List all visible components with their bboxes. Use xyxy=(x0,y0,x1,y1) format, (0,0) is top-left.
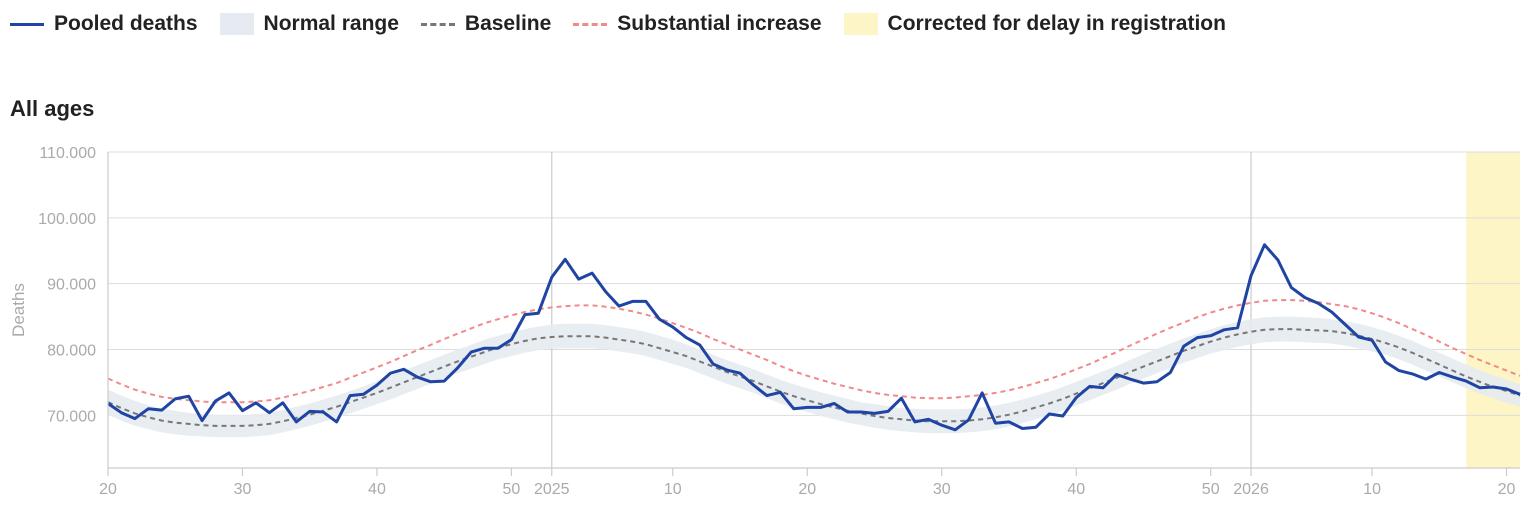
substantial-increase-swatch xyxy=(573,22,608,26)
corrected-delay-swatch xyxy=(843,13,878,35)
corrected-delay-region xyxy=(1466,152,1520,468)
x-tick-label: 2025 xyxy=(534,481,570,498)
x-tick-label: 40 xyxy=(1067,481,1085,498)
legend-item-baseline[interactable]: Baseline xyxy=(420,12,552,36)
x-tick-label: 10 xyxy=(664,481,682,498)
x-tick-label: 50 xyxy=(503,481,521,498)
legend-item-corrected-delay[interactable]: Corrected for delay in registration xyxy=(843,12,1226,36)
x-tick-label: 30 xyxy=(933,481,951,498)
y-axis-title: Deaths xyxy=(9,283,28,337)
x-tick-label: 20 xyxy=(99,481,117,498)
substantial-increase-line xyxy=(107,299,1521,404)
baseline-line xyxy=(107,328,1521,427)
y-tick-label: 80.000 xyxy=(47,343,96,360)
normal-range-band xyxy=(108,316,1520,438)
y-tick-label: 110.000 xyxy=(39,145,96,162)
legend-item-normal-range[interactable]: Normal range xyxy=(219,12,399,36)
legend-item-pooled-deaths[interactable]: Pooled deaths xyxy=(10,12,198,36)
x-tick-label: 2026 xyxy=(1233,481,1269,498)
x-tick-label: 10 xyxy=(1363,481,1381,498)
chart-subtitle: All ages xyxy=(10,96,95,121)
y-tick-label: 100.000 xyxy=(38,211,96,228)
x-tick-label: 20 xyxy=(798,481,816,498)
legend-label-corrected-delay: Corrected for delay in registration xyxy=(887,12,1226,35)
legend: Pooled deaths Normal range Baseline Subs… xyxy=(10,8,1248,40)
pooled-deaths-swatch xyxy=(10,22,44,26)
normal-range-swatch xyxy=(219,13,254,35)
baseline-swatch xyxy=(420,22,455,26)
legend-label-normal-range: Normal range xyxy=(263,12,399,35)
x-tick-label: 30 xyxy=(234,481,252,498)
legend-label-pooled-deaths: Pooled deaths xyxy=(54,12,198,35)
y-tick-label: 90.000 xyxy=(47,277,96,294)
x-tick-label: 50 xyxy=(1202,481,1220,498)
legend-item-substantial-increase[interactable]: Substantial increase xyxy=(573,12,822,36)
y-tick-label: 70.000 xyxy=(47,408,96,425)
legend-label-substantial-increase: Substantial increase xyxy=(617,12,822,35)
x-tick-label: 20 xyxy=(1498,481,1516,498)
x-tick-label: 40 xyxy=(368,481,386,498)
legend-label-baseline: Baseline xyxy=(464,12,552,35)
pooled-deaths-line[interactable] xyxy=(107,243,1521,432)
